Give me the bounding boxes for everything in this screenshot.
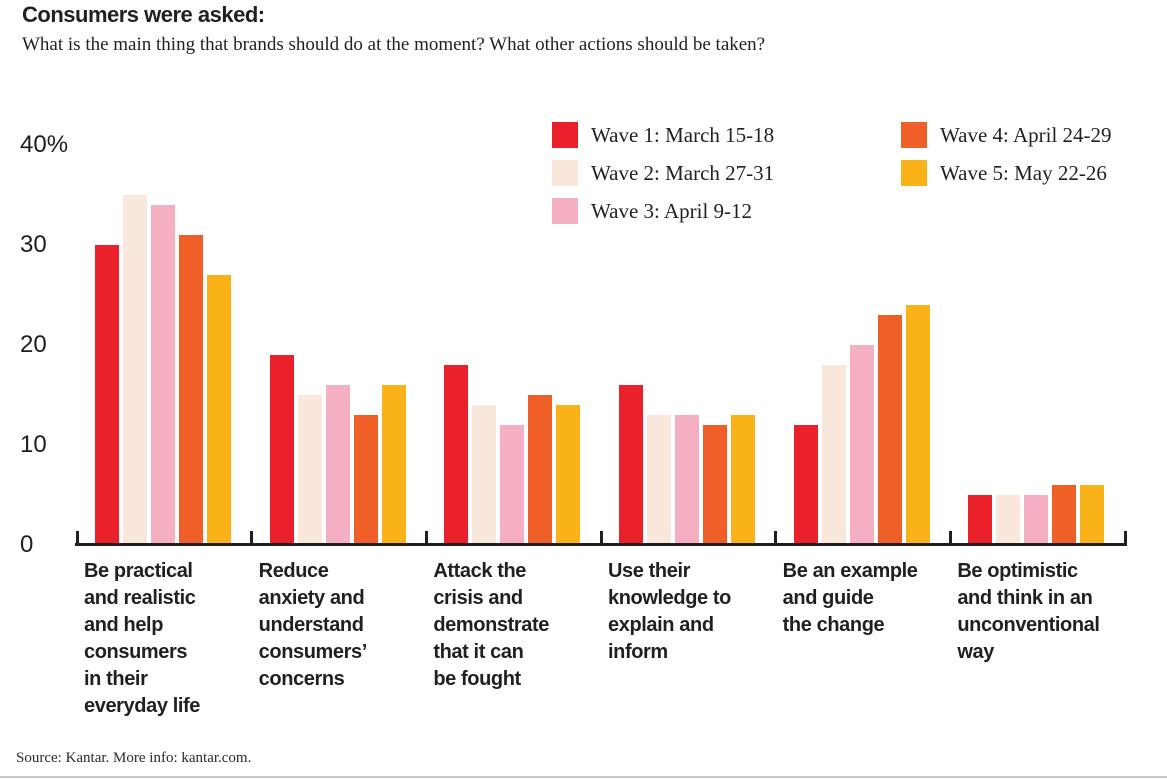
- category-label-line: understand: [258, 614, 364, 636]
- category-label-line: knowledge to: [608, 587, 731, 609]
- category-label-line: Be an example: [782, 560, 918, 582]
- bar: [968, 495, 993, 543]
- legend-swatch: [552, 198, 578, 224]
- y-axis-label: 20: [20, 331, 47, 358]
- bar: [297, 395, 322, 543]
- x-axis-tick: [250, 531, 254, 545]
- bar: [996, 495, 1021, 543]
- bottom-divider: [0, 776, 1167, 778]
- category-label-line: everyday life: [84, 695, 200, 717]
- chart-subtitle: What is the main thing that brands shoul…: [22, 34, 766, 55]
- category-label-line: consumers: [84, 641, 188, 663]
- x-axis-tick: [1123, 531, 1127, 545]
- legend-item: Wave 2: March 27-31: [552, 160, 774, 186]
- bar: [528, 395, 553, 543]
- x-axis-tick: [774, 531, 778, 545]
- x-axis-tick: [948, 531, 952, 545]
- legend-label: Wave 1: March 15-18: [591, 122, 775, 147]
- category-label: Use their knowledge to explain and inform: [608, 558, 775, 666]
- y-axis-label: 30: [20, 231, 47, 258]
- legend-item: Wave 1: March 15-18: [552, 122, 774, 148]
- category-label-line: Be practical: [84, 560, 193, 582]
- category-label: Attack the crisis and demonstrate that it c…: [433, 558, 600, 693]
- legend-item: Wave 4: April 24-29: [901, 122, 1112, 148]
- category-label-line: unconventional: [957, 614, 1100, 636]
- bar: [207, 275, 231, 543]
- y-axis-label: 40%: [20, 131, 69, 158]
- bar: [675, 415, 699, 543]
- bar: [619, 385, 643, 543]
- bar: [905, 305, 930, 543]
- category-label: Be an example and guide the change: [783, 558, 950, 639]
- legend-swatch: [552, 122, 578, 148]
- bar: [179, 235, 203, 543]
- bar: [556, 405, 581, 543]
- category-label-line: Attack the: [433, 560, 527, 582]
- y-axis-label: 0: [20, 531, 34, 558]
- legend-label: Wave 5: May 22-26: [940, 160, 1107, 185]
- legend-label: Wave 4: April 24-29: [940, 122, 1112, 147]
- chart-title: Consumers were asked:: [22, 2, 265, 27]
- bar: [849, 345, 874, 543]
- category-label-line: concerns: [258, 668, 345, 690]
- bar: [1080, 485, 1105, 543]
- legend-item: Wave 3: April 9-12: [552, 198, 752, 224]
- bar: [269, 355, 294, 543]
- x-axis-tick: [599, 531, 603, 545]
- category-label-line: the change: [782, 614, 885, 636]
- category-label-line: and guide: [782, 587, 874, 609]
- x-axis-tick: [75, 531, 79, 545]
- category-label: Be practical and realistic and help consume…: [84, 558, 251, 720]
- category-label-line: and think in an: [957, 587, 1093, 609]
- bar: [123, 195, 147, 543]
- category-label: Be optimistic and think in an unconvention…: [957, 558, 1124, 666]
- bar: [1024, 495, 1049, 543]
- category-label-line: Use their: [608, 560, 690, 582]
- category-label-line: Be optimistic: [957, 560, 1078, 582]
- bar: [647, 415, 671, 543]
- bar: [500, 425, 525, 543]
- category-label-line: and realistic: [84, 587, 196, 609]
- bar: [95, 245, 119, 543]
- category-label-line: crisis and: [433, 587, 523, 609]
- category-label-line: way: [957, 641, 994, 663]
- bar: [353, 415, 378, 543]
- category-label-line: in their: [84, 668, 148, 690]
- legend-swatch: [901, 160, 927, 186]
- bar: [1052, 485, 1077, 543]
- category-label-line: be fought: [433, 668, 521, 690]
- category-label-line: demonstrate: [433, 614, 549, 636]
- bar: [444, 365, 469, 543]
- bar: [381, 385, 406, 543]
- legend-item: Wave 5: May 22-26: [901, 160, 1107, 186]
- category-label-line: inform: [608, 641, 668, 663]
- bar: [472, 405, 497, 543]
- legend-swatch: [552, 160, 578, 186]
- bar: [793, 425, 818, 543]
- category-label: Reduce anxiety and understand consumers’ con…: [259, 558, 426, 693]
- x-axis-tick: [424, 531, 428, 545]
- legend-swatch: [901, 122, 927, 148]
- bar: [821, 365, 846, 543]
- category-label-line: explain and: [608, 614, 714, 636]
- category-label-line: that it can: [433, 641, 524, 663]
- bar: [151, 205, 175, 543]
- category-label-line: anxiety and: [258, 587, 365, 609]
- bar: [731, 415, 755, 543]
- bar: [877, 315, 902, 543]
- category-label-line: and help: [84, 614, 164, 636]
- legend-label: Wave 3: April 9-12: [591, 198, 753, 223]
- bar: [703, 425, 727, 543]
- y-axis-label: 10: [20, 431, 47, 458]
- category-label-line: Reduce: [258, 560, 329, 582]
- bar: [325, 385, 350, 543]
- legend-label: Wave 2: March 27-31: [591, 160, 775, 185]
- source-note: Source: Kantar. More info: kantar.com.: [16, 750, 252, 766]
- category-label-line: consumers’: [258, 641, 368, 663]
